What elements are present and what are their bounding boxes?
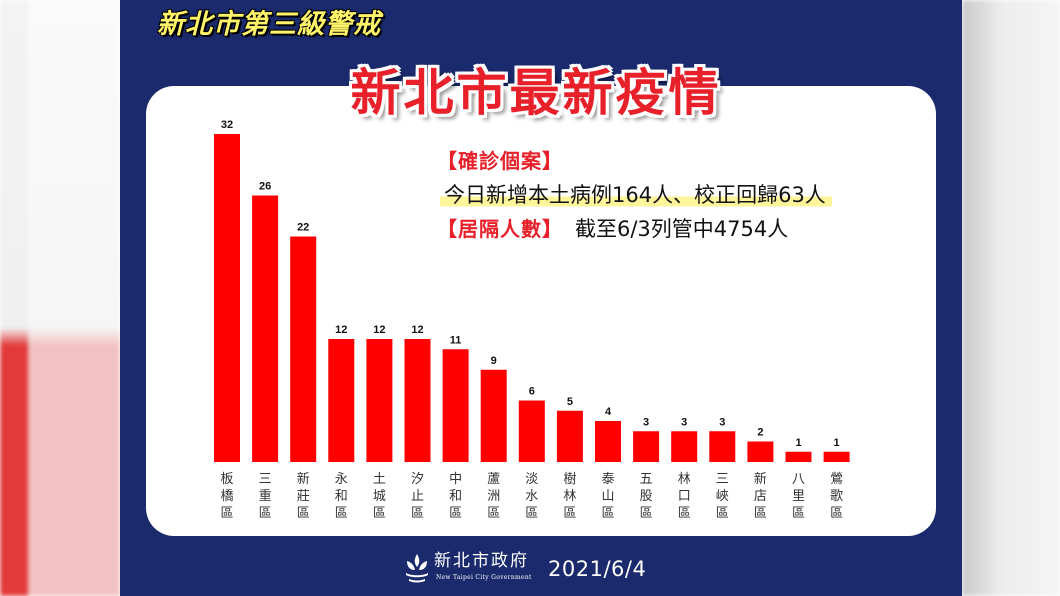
confirmed-text: 今日新增本土病例164人、校正回歸63人 [440, 180, 832, 210]
confirmed-label: 【確診個案】 [437, 149, 563, 173]
org-name-en: New Taipei City Government [436, 574, 532, 581]
org-name: 新北市政府 [434, 551, 529, 571]
quarantine-label: 【居隔人數】 [437, 217, 563, 241]
quarantine-line: 【居隔人數】 截至6/3列管中4754人 [437, 214, 788, 244]
left-background-band [0, 0, 120, 596]
alert-banner: 新北市第三級警戒 [157, 9, 381, 40]
right-background-band [962, 0, 1060, 596]
report-date: 2021/6/4 [548, 557, 647, 581]
quarantine-text: 截至6/3列管中4754人 [575, 217, 789, 241]
city-logo-icon [406, 554, 428, 583]
page-title: 新北市最新疫情 [350, 64, 722, 122]
